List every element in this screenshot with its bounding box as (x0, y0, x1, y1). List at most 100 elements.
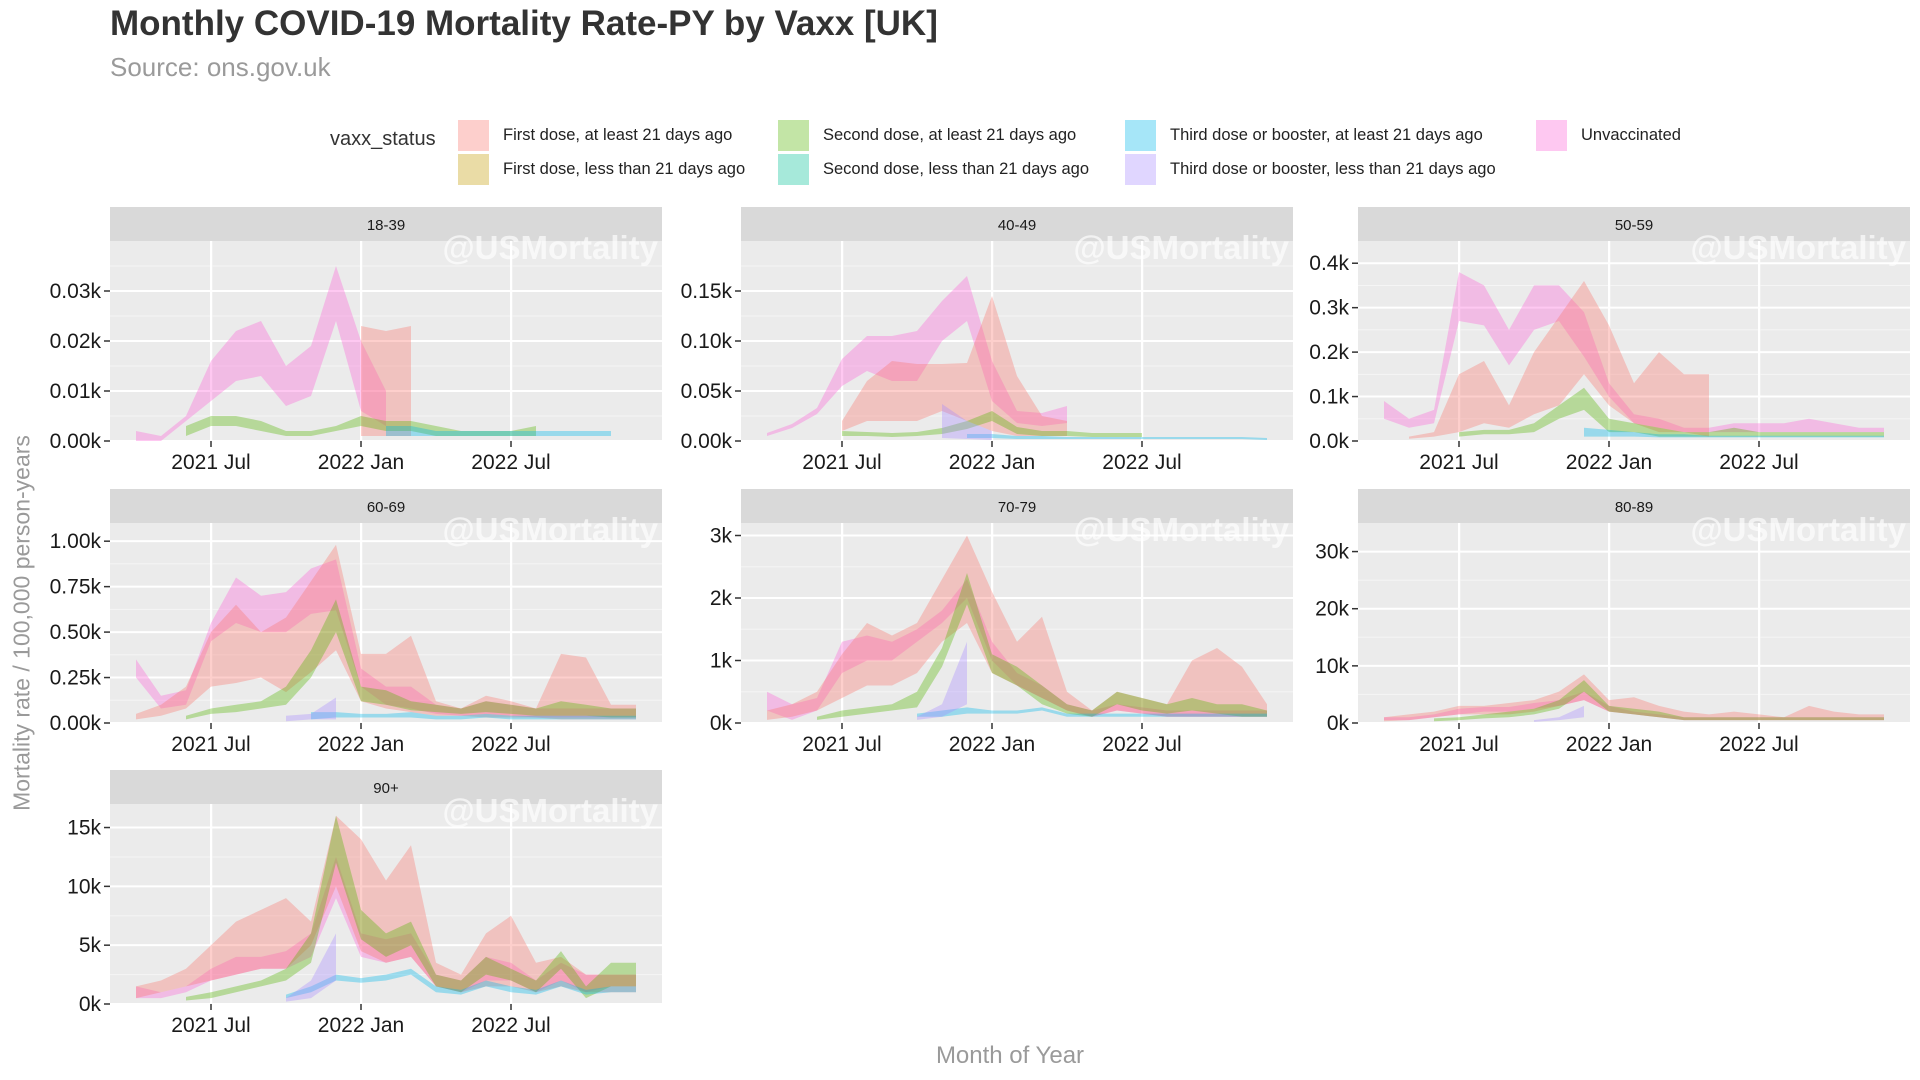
ribbon-series-4 (942, 404, 992, 440)
y-tick-label: 0.02k (50, 330, 102, 353)
watermark: @USMortality (1690, 511, 1906, 548)
x-tick-label: 2022 Jan (1566, 451, 1652, 474)
ribbon-series-0 (767, 276, 1067, 436)
facet-80-89: 80-89 @USMortality 0k 10k 20k 30k 2021 Jul 2022… (1315, 489, 1910, 756)
facet-strip-label: 18-39 (367, 217, 405, 234)
y-tick-label: 0.2k (1309, 341, 1349, 364)
x-tick-label: 2021 Jul (1419, 733, 1498, 756)
facet-strip (1358, 489, 1910, 523)
ribbon-series-2 (186, 599, 636, 720)
legend-label: Third dose or booster, at least 21 days … (1170, 125, 1483, 144)
ribbon-series-1 (842, 296, 1067, 436)
y-axis-label: Mortality rate / 100,000 person-years (8, 435, 35, 811)
major-gridlines (110, 804, 662, 1005)
major-gridlines (1358, 523, 1910, 724)
x-tick-label: 2022 Jan (318, 451, 404, 474)
x-tick-label: 2021 Jul (171, 451, 250, 474)
ribbon-series-3 (386, 426, 611, 436)
facet-strip-label: 50-59 (1615, 217, 1653, 234)
y-tick-label: 0.00k (50, 430, 102, 453)
y-tick-label: 0.03k (50, 280, 102, 303)
facet-strip (741, 207, 1293, 241)
facet-50-59: 50-59 @USMortality 0.0k 0.1k 0.2k 0.3k 0.4k 202… (1309, 207, 1910, 474)
ribbon-series-2 (1434, 680, 1884, 722)
major-gridlines (1358, 241, 1910, 442)
y-tick-label: 10k (1315, 655, 1349, 678)
major-gridlines (741, 241, 1293, 442)
legend-item: First dose, less than 21 days ago (458, 152, 745, 186)
ribbon-series-2 (186, 815, 636, 1001)
y-tick-label: 15k (67, 817, 101, 840)
legend-key (778, 153, 809, 185)
x-tick-label: 2021 Jul (171, 1014, 250, 1037)
y-tick-label: 20k (1315, 598, 1349, 621)
ribbon-series-0 (767, 579, 1267, 720)
facet-strip (741, 489, 1293, 523)
legend-title: vaxx_status (330, 128, 436, 150)
facet-60-69: 60-69 @USMortality 0.00k 0.25k 0.50k 0.75k 1.0… (50, 489, 662, 756)
x-tick-label: 2021 Jul (802, 451, 881, 474)
panel-background (110, 804, 662, 1004)
ribbon-series-1 (1384, 674, 1884, 722)
legend-item: First dose, at least 21 days ago (458, 118, 732, 152)
ribbon-series-0 (1384, 272, 1884, 433)
y-tick-label: 0.1k (1309, 386, 1349, 409)
legend-label: Unvaccinated (1581, 125, 1681, 144)
x-tick-label: 2022 Jul (1719, 733, 1798, 756)
x-tick-label: 2022 Jan (949, 451, 1035, 474)
y-tick-label: 0k (79, 993, 102, 1016)
ribbon-series-1 (361, 326, 411, 436)
legend-key (1536, 119, 1567, 151)
watermark: @USMortality (1073, 511, 1289, 548)
chart-title: Monthly COVID-19 Mortality Rate-PY by Va… (110, 4, 938, 43)
legend-key (778, 119, 809, 151)
x-tick-label: 2021 Jul (171, 733, 250, 756)
y-tick-label: 0k (710, 712, 733, 735)
ribbon-series-1 (1409, 281, 1709, 439)
chart-subtitle: Source: ons.gov.uk (110, 52, 331, 82)
ribbon-series-2 (1459, 387, 1884, 437)
facet-90+: 90+ @USMortality 0k 5k 10k 15k 2021 Jul 2022 Ja… (67, 770, 662, 1037)
facet-strip-label: 40-49 (998, 217, 1036, 234)
y-tick-label: 1k (710, 650, 733, 673)
legend-item: Third dose or booster, less than 21 days… (1125, 152, 1496, 186)
ribbon-series-0 (136, 856, 636, 999)
facet-18-39: 18-39 @USMortality 0.00k 0.01k 0.02k 0.03k 202… (50, 207, 662, 474)
legend: vaxx_status First dose, at least 21 days… (0, 100, 1920, 185)
legend-label: Third dose or booster, less than 21 days… (1170, 159, 1496, 178)
ribbon-series-0 (136, 266, 386, 441)
y-tick-label: 0k (1327, 712, 1350, 735)
y-tick-label: 0.4k (1309, 252, 1349, 275)
ribbon-series-4 (286, 697, 336, 722)
panel-background (1358, 523, 1910, 723)
facet-strip-label: 80-89 (1615, 499, 1653, 516)
y-tick-label: 0.0k (1309, 430, 1349, 453)
x-tick-label: 2022 Jan (318, 1014, 404, 1037)
panel-background (741, 523, 1293, 723)
ribbon-series-4 (917, 641, 967, 720)
y-tick-label: 0.00k (681, 430, 733, 453)
legend-item: Unvaccinated (1536, 118, 1681, 152)
legend-key (458, 153, 489, 185)
facet-strip (1358, 207, 1910, 241)
ribbon-series-1 (767, 535, 1267, 720)
ribbon-series-0 (1384, 691, 1884, 721)
watermark: @USMortality (442, 229, 658, 266)
major-gridlines (741, 523, 1293, 724)
x-tick-label: 2022 Jul (471, 733, 550, 756)
facet-40-49: 40-49 @USMortality 0.00k 0.05k 0.10k 0.15k 202… (681, 207, 1293, 474)
ribbon-series-2 (842, 411, 1142, 437)
y-tick-label: 0.01k (50, 380, 102, 403)
legend-item: Third dose or booster, at least 21 days … (1125, 118, 1483, 152)
y-tick-label: 0.25k (50, 667, 102, 690)
x-tick-label: 2022 Jan (318, 733, 404, 756)
y-tick-label: 0.3k (1309, 297, 1349, 320)
x-tick-label: 2022 Jul (471, 1014, 550, 1037)
y-tick-label: 10k (67, 875, 101, 898)
x-tick-label: 2022 Jul (1719, 451, 1798, 474)
ribbon-series-1 (136, 544, 636, 720)
x-axis-label: Month of Year (935, 1042, 1085, 1069)
legend-item: Second dose, less than 21 days ago (778, 152, 1089, 186)
y-tick-label: 5k (79, 934, 102, 957)
